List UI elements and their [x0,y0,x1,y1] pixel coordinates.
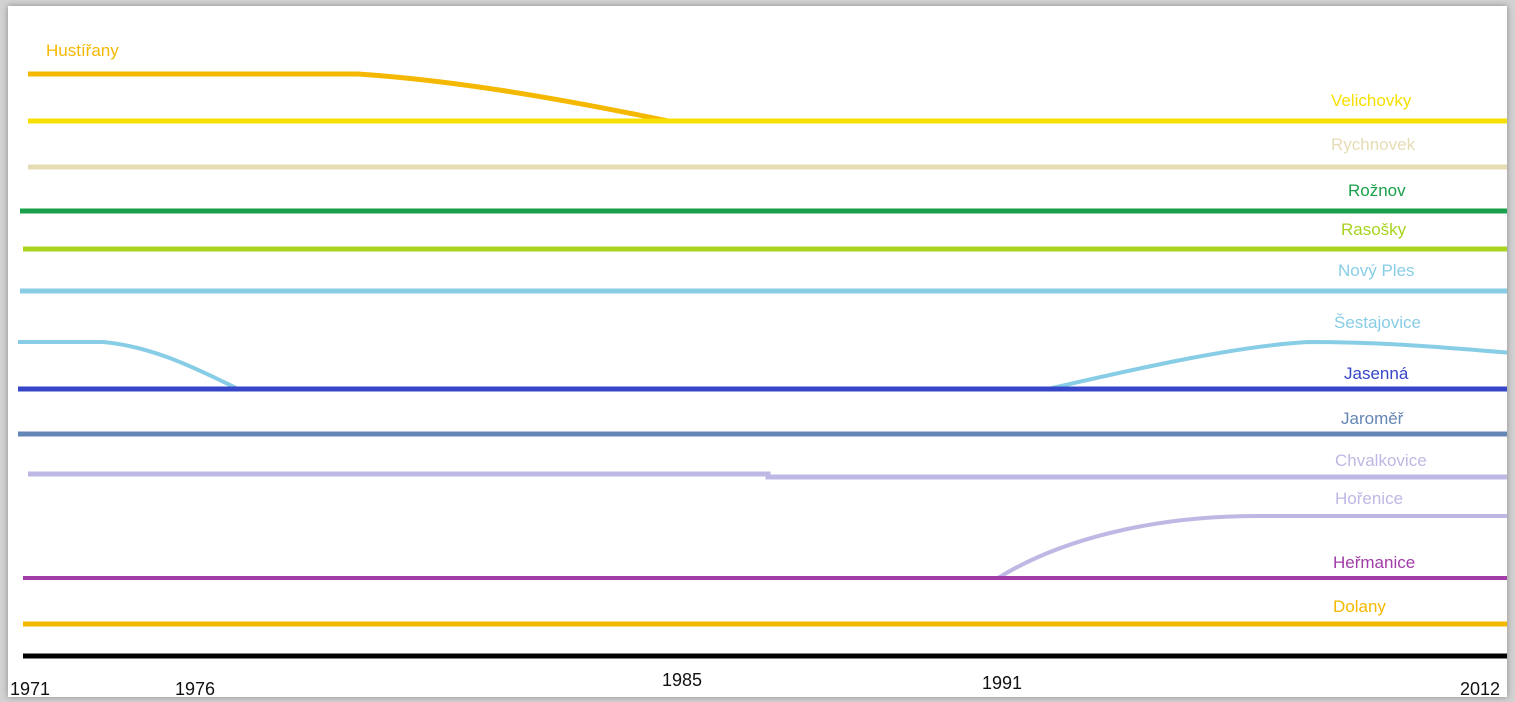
label-roznov: Rožnov [1348,181,1406,200]
tick-label-1976: 1976 [175,679,215,697]
tick-label-1971: 1971 [10,679,50,697]
tick-label-2012: 2012 [1460,679,1500,697]
label-sestajovice: Šestajovice [1334,313,1421,332]
label-jaromer: Jaroměř [1341,409,1404,428]
line-sestajovice [18,339,1514,391]
label-rychnovek: Rychnovek [1331,135,1416,154]
municipality-timeline-diagram: Hustířany Velichovky Rychnovek Rožnov Ra… [10,41,1514,699]
timeline-canvas: Hustířany Velichovky Rychnovek Rožnov Ra… [8,6,1514,699]
label-jasenna: Jasenná [1344,364,1409,383]
time-axis: 1971 1976 1985 1991 2012 [10,653,1507,699]
label-layer: Hustířany Velichovky Rychnovek Rožnov Ra… [46,41,1427,616]
line-horenice [996,514,1507,580]
tick-label-1991: 1991 [982,673,1022,693]
label-horenice: Hořenice [1335,489,1403,508]
label-hermanice: Heřmanice [1333,553,1415,572]
label-novy-ples: Nový Ples [1338,261,1415,280]
tick-label-1985: 1985 [662,670,702,690]
label-hustirany: Hustířany [46,41,119,60]
line-chvalkovice [28,471,1507,480]
label-velichovky: Velichovky [1331,91,1412,110]
label-chvalkovice: Chvalkovice [1335,451,1427,470]
label-dolany: Dolany [1333,597,1386,616]
label-rasosky: Rasošky [1341,220,1407,239]
line-hustirany [28,71,669,124]
line-layer [18,71,1514,627]
